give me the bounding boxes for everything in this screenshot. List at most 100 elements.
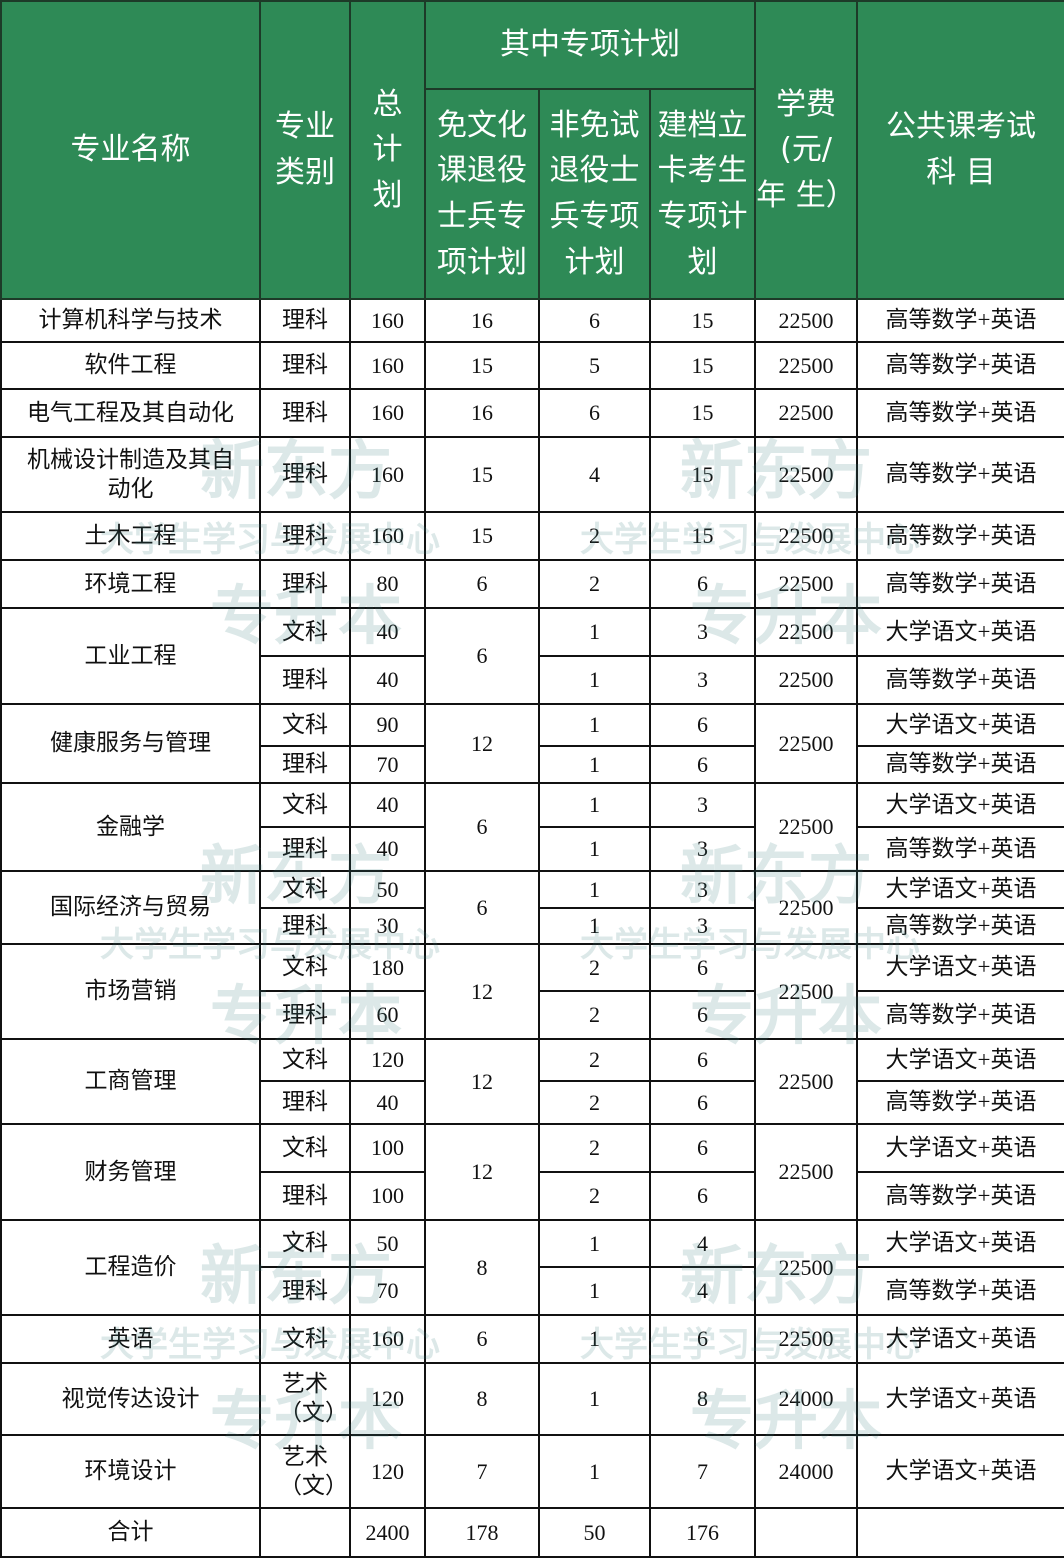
exam-subjects: 高等数学+英语 <box>856 1080 1064 1125</box>
poverty-card-plan: 4 <box>648 1266 757 1316</box>
header-line: 兵专项 <box>549 199 640 234</box>
nonexempt-veterans-plan: 6 <box>538 388 651 438</box>
major-name: 工商管理 <box>0 1038 261 1125</box>
poverty-card-plan: 15 <box>648 341 757 390</box>
total-plan: 90 <box>349 703 426 747</box>
total-plan: 160 <box>349 388 426 438</box>
poverty-card-plan: 6 <box>648 990 757 1040</box>
major-name: 英语 <box>0 1314 261 1364</box>
table-row: 金融学 文科 40 6 1 3 22500 大学语文+英语 <box>0 782 1064 872</box>
total-plan: 40 <box>349 782 426 828</box>
header-line: 卡考生 <box>657 153 748 189</box>
header-exempt-veterans: 免文化 课退役 士兵专 项计划 <box>424 88 540 300</box>
exempt-veterans-plan: 15 <box>424 436 540 513</box>
table-row: 电气工程及其自动化 理科 160 16 6 15 22500 高等数学+英语 <box>0 388 1064 438</box>
header-fee: 学费 (元/年 生） <box>754 0 859 300</box>
category: 理科 <box>259 826 351 872</box>
poverty-card-plan: 3 <box>648 782 757 828</box>
tuition-fee: 22500 <box>754 436 859 513</box>
totals-category <box>259 1507 351 1558</box>
exam-subjects: 大学语文+英语 <box>856 1362 1064 1436</box>
poverty-card-plan: 6 <box>648 1038 757 1082</box>
total-plan: 160 <box>349 341 426 390</box>
table-row: 软件工程 理科 160 15 5 15 22500 高等数学+英语 <box>0 341 1064 390</box>
category: 理科 <box>259 436 351 513</box>
total-plan: 100 <box>349 1123 426 1173</box>
category: 文科 <box>259 870 351 909</box>
major-name: 电气工程及其自动化 <box>0 388 261 438</box>
header-line: 专项计 <box>657 199 748 234</box>
tuition-fee: 22500 <box>754 388 859 438</box>
category: 理科 <box>259 745 351 784</box>
exempt-veterans-plan: 16 <box>424 298 540 343</box>
table-row: 国际经济与贸易 文科 50 6 1 3 22500 大学语文+英语 <box>0 870 1064 945</box>
total-plan: 40 <box>349 1080 426 1125</box>
exam-subjects: 大学语文+英语 <box>856 703 1064 747</box>
totals-exempt: 178 <box>424 1507 540 1558</box>
nonexempt-veterans-plan: 1 <box>538 1362 651 1436</box>
poverty-card-plan: 6 <box>648 943 757 992</box>
tuition-fee: 22500 <box>754 1219 859 1316</box>
header-line: 免文化 <box>437 107 527 143</box>
tuition-fee: 22500 <box>754 341 859 390</box>
exempt-veterans-plan: 16 <box>424 388 540 438</box>
table-row: 环境设计 艺术（文） 120 7 1 7 24000 大学语文+英语 <box>0 1434 1064 1509</box>
nonexempt-veterans-plan: 1 <box>538 907 651 945</box>
total-plan: 40 <box>349 607 426 657</box>
header-special-plan: 其中专项计划 <box>423 0 757 90</box>
exempt-veterans-plan: 6 <box>424 1314 540 1364</box>
exam-subjects: 高等数学+英语 <box>856 511 1064 561</box>
table-row: 土木工程 理科 160 15 2 15 22500 高等数学+英语 <box>0 511 1064 561</box>
tuition-fee: 22500 <box>754 1123 859 1221</box>
table-row: 机械设计制造及其自动化 理科 160 15 4 15 22500 高等数学+英语 <box>0 436 1064 513</box>
category: 理科 <box>259 1266 351 1316</box>
poverty-card-plan: 3 <box>648 870 757 909</box>
category: 文科 <box>259 703 351 747</box>
header-line: 非免试 <box>549 107 640 143</box>
exam-subjects: 大学语文+英语 <box>856 1434 1064 1509</box>
nonexempt-veterans-plan: 2 <box>538 1080 651 1125</box>
nonexempt-veterans-plan: 4 <box>538 436 651 513</box>
table-row: 理科 30 1 3 高等数学+英语 <box>1 907 1064 945</box>
poverty-card-plan: 15 <box>648 298 757 343</box>
header-nonexempt-veterans: 非免试 退役士 兵专项 计划 <box>538 88 651 300</box>
category: 文科 <box>259 1219 351 1268</box>
category: 艺术（文） <box>259 1434 351 1509</box>
table-row: 工商管理 文科 120 12 2 6 22500 大学语文+英语 <box>0 1038 1064 1125</box>
category: 文科 <box>259 1123 351 1173</box>
tuition-fee: 22500 <box>754 1038 859 1125</box>
category: 理科 <box>259 1080 351 1125</box>
table-row: 英语 文科 160 6 1 6 22500 大学语文+英语 <box>0 1314 1064 1364</box>
major-name: 金融学 <box>0 782 261 872</box>
header-total: 总计划 <box>349 0 426 300</box>
tuition-fee: 22500 <box>754 655 859 705</box>
header-line: 年 生） <box>756 177 856 213</box>
tuition-fee: 22500 <box>754 511 859 561</box>
exam-subjects: 大学语文+英语 <box>856 782 1064 828</box>
poverty-card-plan: 3 <box>648 607 757 657</box>
total-plan: 100 <box>349 1171 426 1221</box>
nonexempt-veterans-plan: 1 <box>538 1266 651 1316</box>
tuition-fee: 22500 <box>754 782 859 872</box>
total-plan: 50 <box>349 1219 426 1268</box>
category: 文科 <box>259 607 351 657</box>
major-name: 工程造价 <box>0 1219 261 1316</box>
nonexempt-veterans-plan: 5 <box>538 341 651 390</box>
table-row: 工业工程 文科 40 6 1 3 22500 大学语文+英语 <box>0 607 1064 705</box>
poverty-card-plan: 6 <box>648 1314 757 1364</box>
total-plan: 120 <box>349 1362 426 1436</box>
total-plan: 160 <box>349 298 426 343</box>
poverty-card-plan: 3 <box>648 907 757 945</box>
exam-subjects: 大学语文+英语 <box>856 1219 1064 1268</box>
exam-subjects: 大学语文+英语 <box>856 870 1064 909</box>
exempt-veterans-plan: 12 <box>424 1123 540 1221</box>
total-plan: 160 <box>349 436 426 513</box>
totals-total: 2400 <box>349 1507 426 1558</box>
table-row: 理科 70 1 4 高等数学+英语 <box>1 1266 1064 1316</box>
exam-subjects: 大学语文+英语 <box>856 1123 1064 1173</box>
exam-subjects: 大学语文+英语 <box>856 1038 1064 1082</box>
nonexempt-veterans-plan: 1 <box>538 703 651 747</box>
header-line: 划 <box>687 244 718 280</box>
header-line: 科 目 <box>926 155 996 190</box>
